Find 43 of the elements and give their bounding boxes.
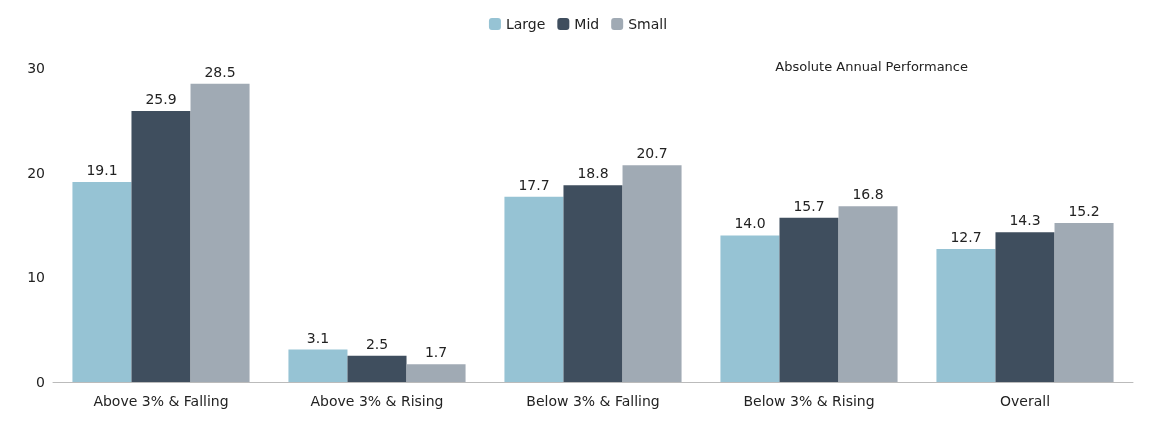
data-label: 25.9 — [145, 90, 177, 107]
x-tick-label: Above 3% & Rising — [310, 393, 444, 409]
data-label: 14.0 — [734, 215, 766, 232]
bar — [504, 196, 564, 382]
bar — [936, 249, 996, 382]
data-label: 18.8 — [577, 165, 609, 182]
legend-label: Mid — [574, 16, 600, 32]
data-label: 12.7 — [950, 229, 982, 246]
data-label: 15.2 — [1068, 202, 1100, 219]
data-label: 14.3 — [1009, 212, 1041, 229]
data-label: 16.8 — [852, 186, 884, 203]
bar — [1054, 222, 1114, 382]
bar — [563, 185, 623, 382]
y-tick-label: 20 — [27, 164, 45, 181]
bar — [190, 83, 250, 382]
bar — [406, 364, 466, 382]
x-tick-label: Below 3% & Rising — [743, 393, 875, 409]
bar — [720, 235, 780, 382]
data-label: 28.5 — [204, 63, 236, 80]
bar — [779, 217, 839, 382]
x-tick-label: Below 3% & Falling — [526, 393, 660, 409]
bar — [347, 355, 407, 382]
annotation: Absolute Annual Performance — [775, 59, 968, 74]
x-tick-label: Overall — [999, 393, 1051, 409]
data-label: 1.7 — [424, 344, 448, 361]
bar — [288, 349, 348, 382]
y-tick-label: 30 — [27, 60, 45, 76]
y-tick-label: 0 — [36, 374, 45, 390]
y-tick-label: 10 — [27, 269, 45, 286]
bar — [622, 165, 682, 382]
data-label: 20.7 — [636, 145, 668, 162]
bar — [838, 206, 898, 382]
data-label: 17.7 — [518, 176, 550, 193]
legend-label: Small — [628, 16, 668, 32]
data-label: 2.5 — [365, 335, 389, 352]
data-label: 19.1 — [86, 162, 118, 179]
bar — [72, 182, 132, 382]
bar — [131, 110, 191, 382]
bar — [995, 232, 1055, 382]
x-tick-label: Above 3% & Falling — [93, 393, 229, 409]
data-label: 3.1 — [306, 329, 330, 346]
data-label: 15.7 — [793, 197, 825, 214]
legend-label: Large — [505, 16, 546, 32]
